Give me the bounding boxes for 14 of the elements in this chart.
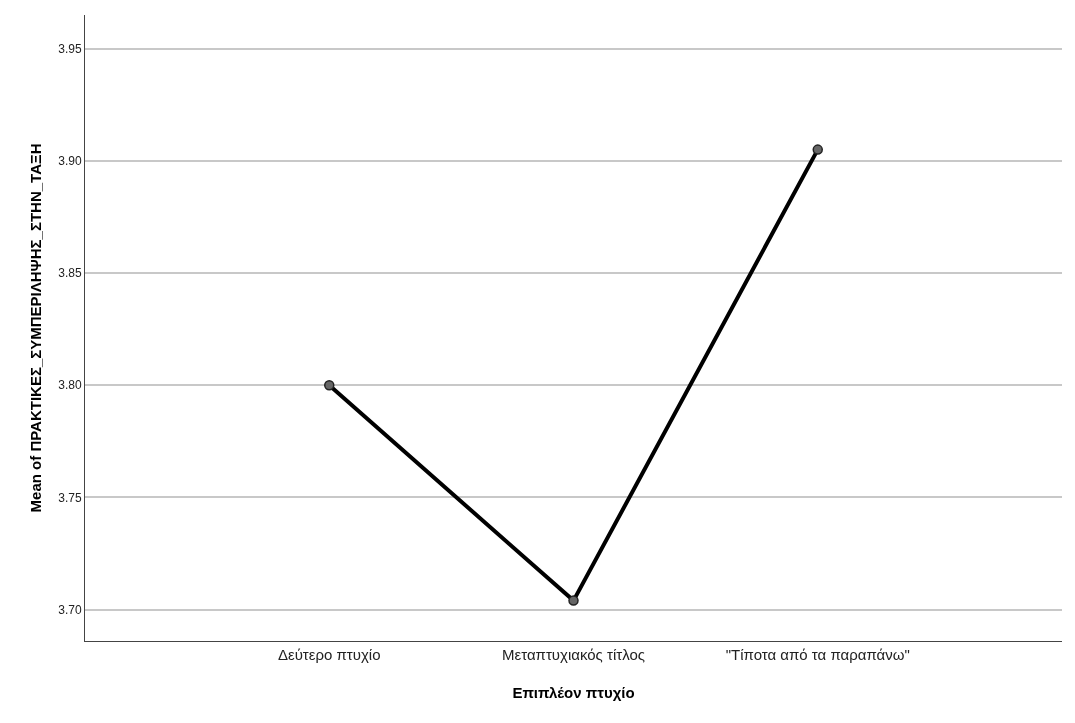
y-tick-label: 3.75 (58, 490, 82, 505)
point (324, 379, 335, 391)
point (812, 144, 823, 155)
y-tick-label: 3.70 (58, 602, 82, 617)
x-tick-label: Δεύτερο πτυχίο (277, 646, 381, 663)
x-tick-label: Μεταπτυχιακός τίτλος (501, 646, 646, 663)
y-tick-label: 3.85 (58, 266, 82, 281)
y-tick-label: 3.80 (58, 378, 82, 393)
y-axis-title: Mean of ΠΡΑΚΤΙΚΕΣ_ΣΥΜΠΕΡΙΛΗΨΗΣ_ΣΤΗΝ_ΤΑΞΗ (27, 143, 45, 513)
point (568, 595, 579, 606)
y-tick-label: 3.90 (58, 154, 82, 169)
y-tick-label: 3.95 (58, 41, 82, 56)
x-tick-label: "Τίποτα από τα παραπάνω" (725, 646, 910, 663)
x-axis-title: Επιπλέον πτυχίο (512, 684, 635, 701)
